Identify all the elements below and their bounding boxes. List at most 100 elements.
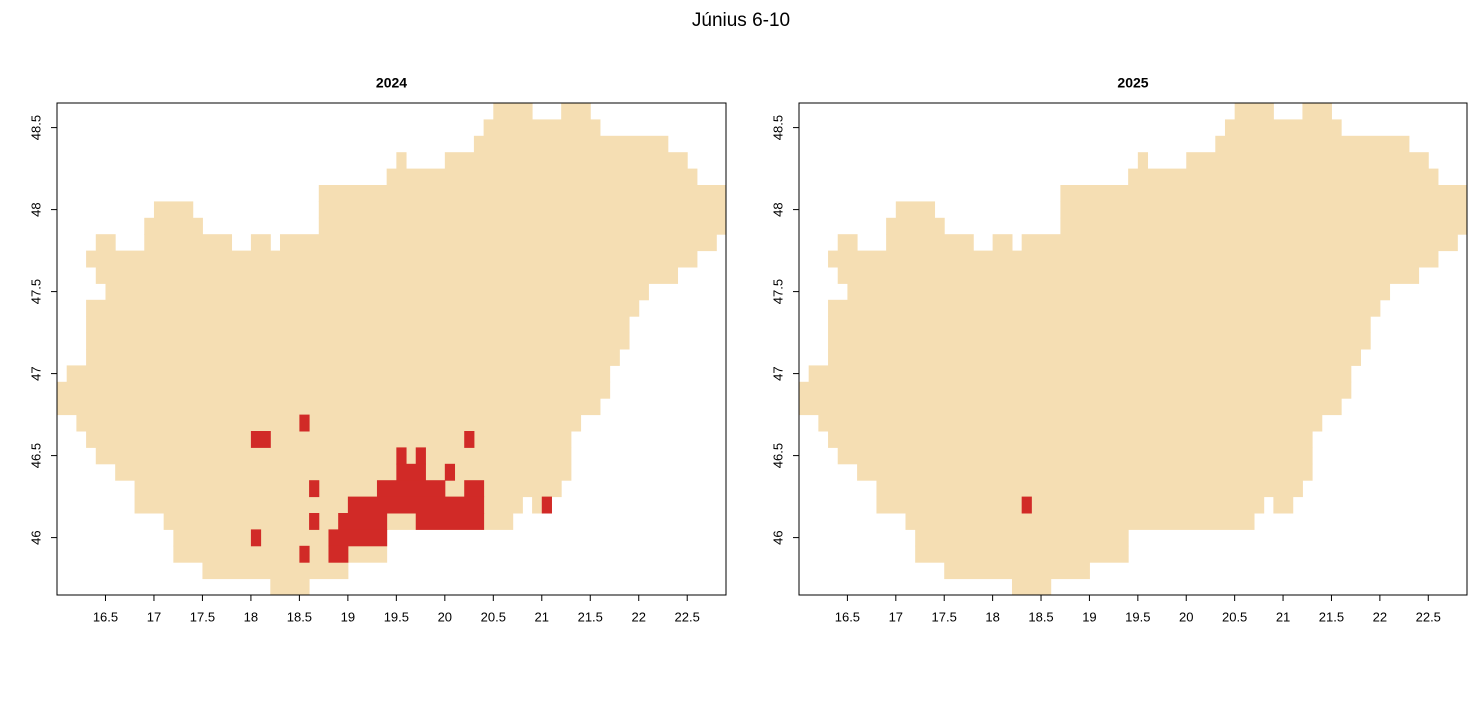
land-cell (86, 431, 572, 448)
land-cell (886, 234, 974, 252)
highlight-cell (328, 545, 349, 563)
y-tick-label: 48 (28, 202, 43, 216)
land-cell (847, 283, 1391, 301)
x-tick-label: 22 (1373, 609, 1387, 624)
land-cell (76, 414, 582, 432)
x-tick-label: 17 (889, 609, 903, 624)
x-tick-label: 18 (244, 609, 258, 624)
highlight-cell (464, 480, 485, 498)
land-cell (144, 217, 203, 235)
land-cell (1215, 135, 1410, 153)
land-cell (828, 299, 1381, 317)
highlight-cell (541, 496, 552, 514)
highlight-cell (309, 480, 320, 498)
land-cell (828, 349, 1362, 366)
land-cell (318, 201, 727, 219)
land-cell (270, 578, 310, 596)
land-cell (153, 201, 194, 219)
panel-title: 2025 (1117, 75, 1148, 91)
land-cell (144, 234, 233, 252)
land-cell (1273, 496, 1294, 514)
land-cell (105, 283, 649, 301)
y-tick-label: 46.5 (770, 443, 785, 468)
land-cell (1011, 578, 1052, 596)
x-tick-label: 22.5 (1416, 609, 1441, 624)
land-cell (905, 513, 1255, 530)
land-cell (95, 234, 116, 252)
land-cell (95, 267, 679, 284)
land-cell (828, 332, 1371, 350)
land-cell (828, 250, 1439, 268)
land-cell (115, 463, 572, 481)
land-cell (837, 267, 1420, 284)
land-cell (895, 201, 936, 219)
highlight-cell (338, 513, 388, 530)
land-cell (1302, 103, 1332, 120)
x-tick-label: 17.5 (190, 609, 215, 624)
page-title: Június 6-10 (692, 10, 790, 31)
land-cell (799, 398, 1342, 416)
y-tick-label: 47 (28, 366, 43, 380)
land-cell (876, 496, 1265, 514)
land-cell (86, 299, 640, 317)
land-cell (57, 381, 611, 399)
highlight-cell (250, 529, 262, 547)
land-cell (493, 103, 533, 120)
land-cell (1060, 185, 1468, 202)
x-tick-label: 18.5 (287, 609, 312, 624)
y-tick-label: 47.5 (28, 279, 43, 304)
map-panel: 2024 16.5 17 17.5 18 18.5 19 19.5 20 20.5 21 21.5 22… (28, 75, 727, 624)
x-tick-label: 18.5 (1028, 609, 1053, 624)
y-tick-label: 47.5 (770, 279, 785, 304)
land-cell (1128, 168, 1439, 186)
land-cell (66, 365, 611, 383)
y-tick-label: 46 (770, 530, 785, 544)
land-cell (561, 103, 591, 120)
x-tick-label: 17.5 (932, 609, 957, 624)
land-cell (134, 480, 562, 498)
map-panel: 2025 16.5 17 17.5 18 18.5 19 19.5 20 20.5 21 21.5 22… (770, 75, 1468, 624)
y-tick-label: 48.5 (770, 115, 785, 140)
land-cell (86, 250, 698, 268)
highlight-cell (376, 480, 446, 498)
land-cell (857, 463, 1313, 481)
x-tick-label: 16.5 (835, 609, 860, 624)
x-tick-label: 22.5 (675, 609, 700, 624)
x-tick-label: 19.5 (384, 609, 409, 624)
x-tick-label: 21.5 (1319, 609, 1344, 624)
x-tick-label: 18 (985, 609, 999, 624)
y-tick-label: 48 (770, 202, 785, 216)
x-tick-label: 20 (438, 609, 452, 624)
land-cell (483, 119, 601, 137)
land-cell (318, 185, 727, 202)
land-cell (1137, 152, 1149, 170)
land-cell (202, 562, 349, 580)
highlight-cell (250, 431, 271, 448)
land-cell (86, 316, 630, 334)
x-tick-label: 19 (1082, 609, 1096, 624)
land-cell (280, 234, 717, 252)
land-cell (86, 349, 620, 366)
land-cell (837, 234, 858, 252)
land-cell (173, 545, 388, 563)
land-cell (444, 152, 688, 170)
x-tick-label: 17 (147, 609, 161, 624)
highlight-cell (444, 463, 456, 481)
land-cell (386, 168, 698, 186)
land-cell (318, 217, 727, 235)
land-cell (886, 217, 945, 235)
land-cell (1186, 152, 1429, 170)
x-tick-label: 19.5 (1125, 609, 1150, 624)
land-cell (57, 398, 601, 416)
x-tick-label: 21 (1276, 609, 1290, 624)
land-cell (95, 447, 572, 465)
y-tick-label: 48.5 (28, 115, 43, 140)
land-cell (876, 480, 1303, 498)
land-cell (915, 529, 1129, 547)
land-cell (396, 152, 407, 170)
highlight-cell (347, 496, 485, 514)
land-cell (1021, 234, 1458, 252)
land-cell (799, 381, 1352, 399)
highlight-cell (328, 529, 388, 547)
